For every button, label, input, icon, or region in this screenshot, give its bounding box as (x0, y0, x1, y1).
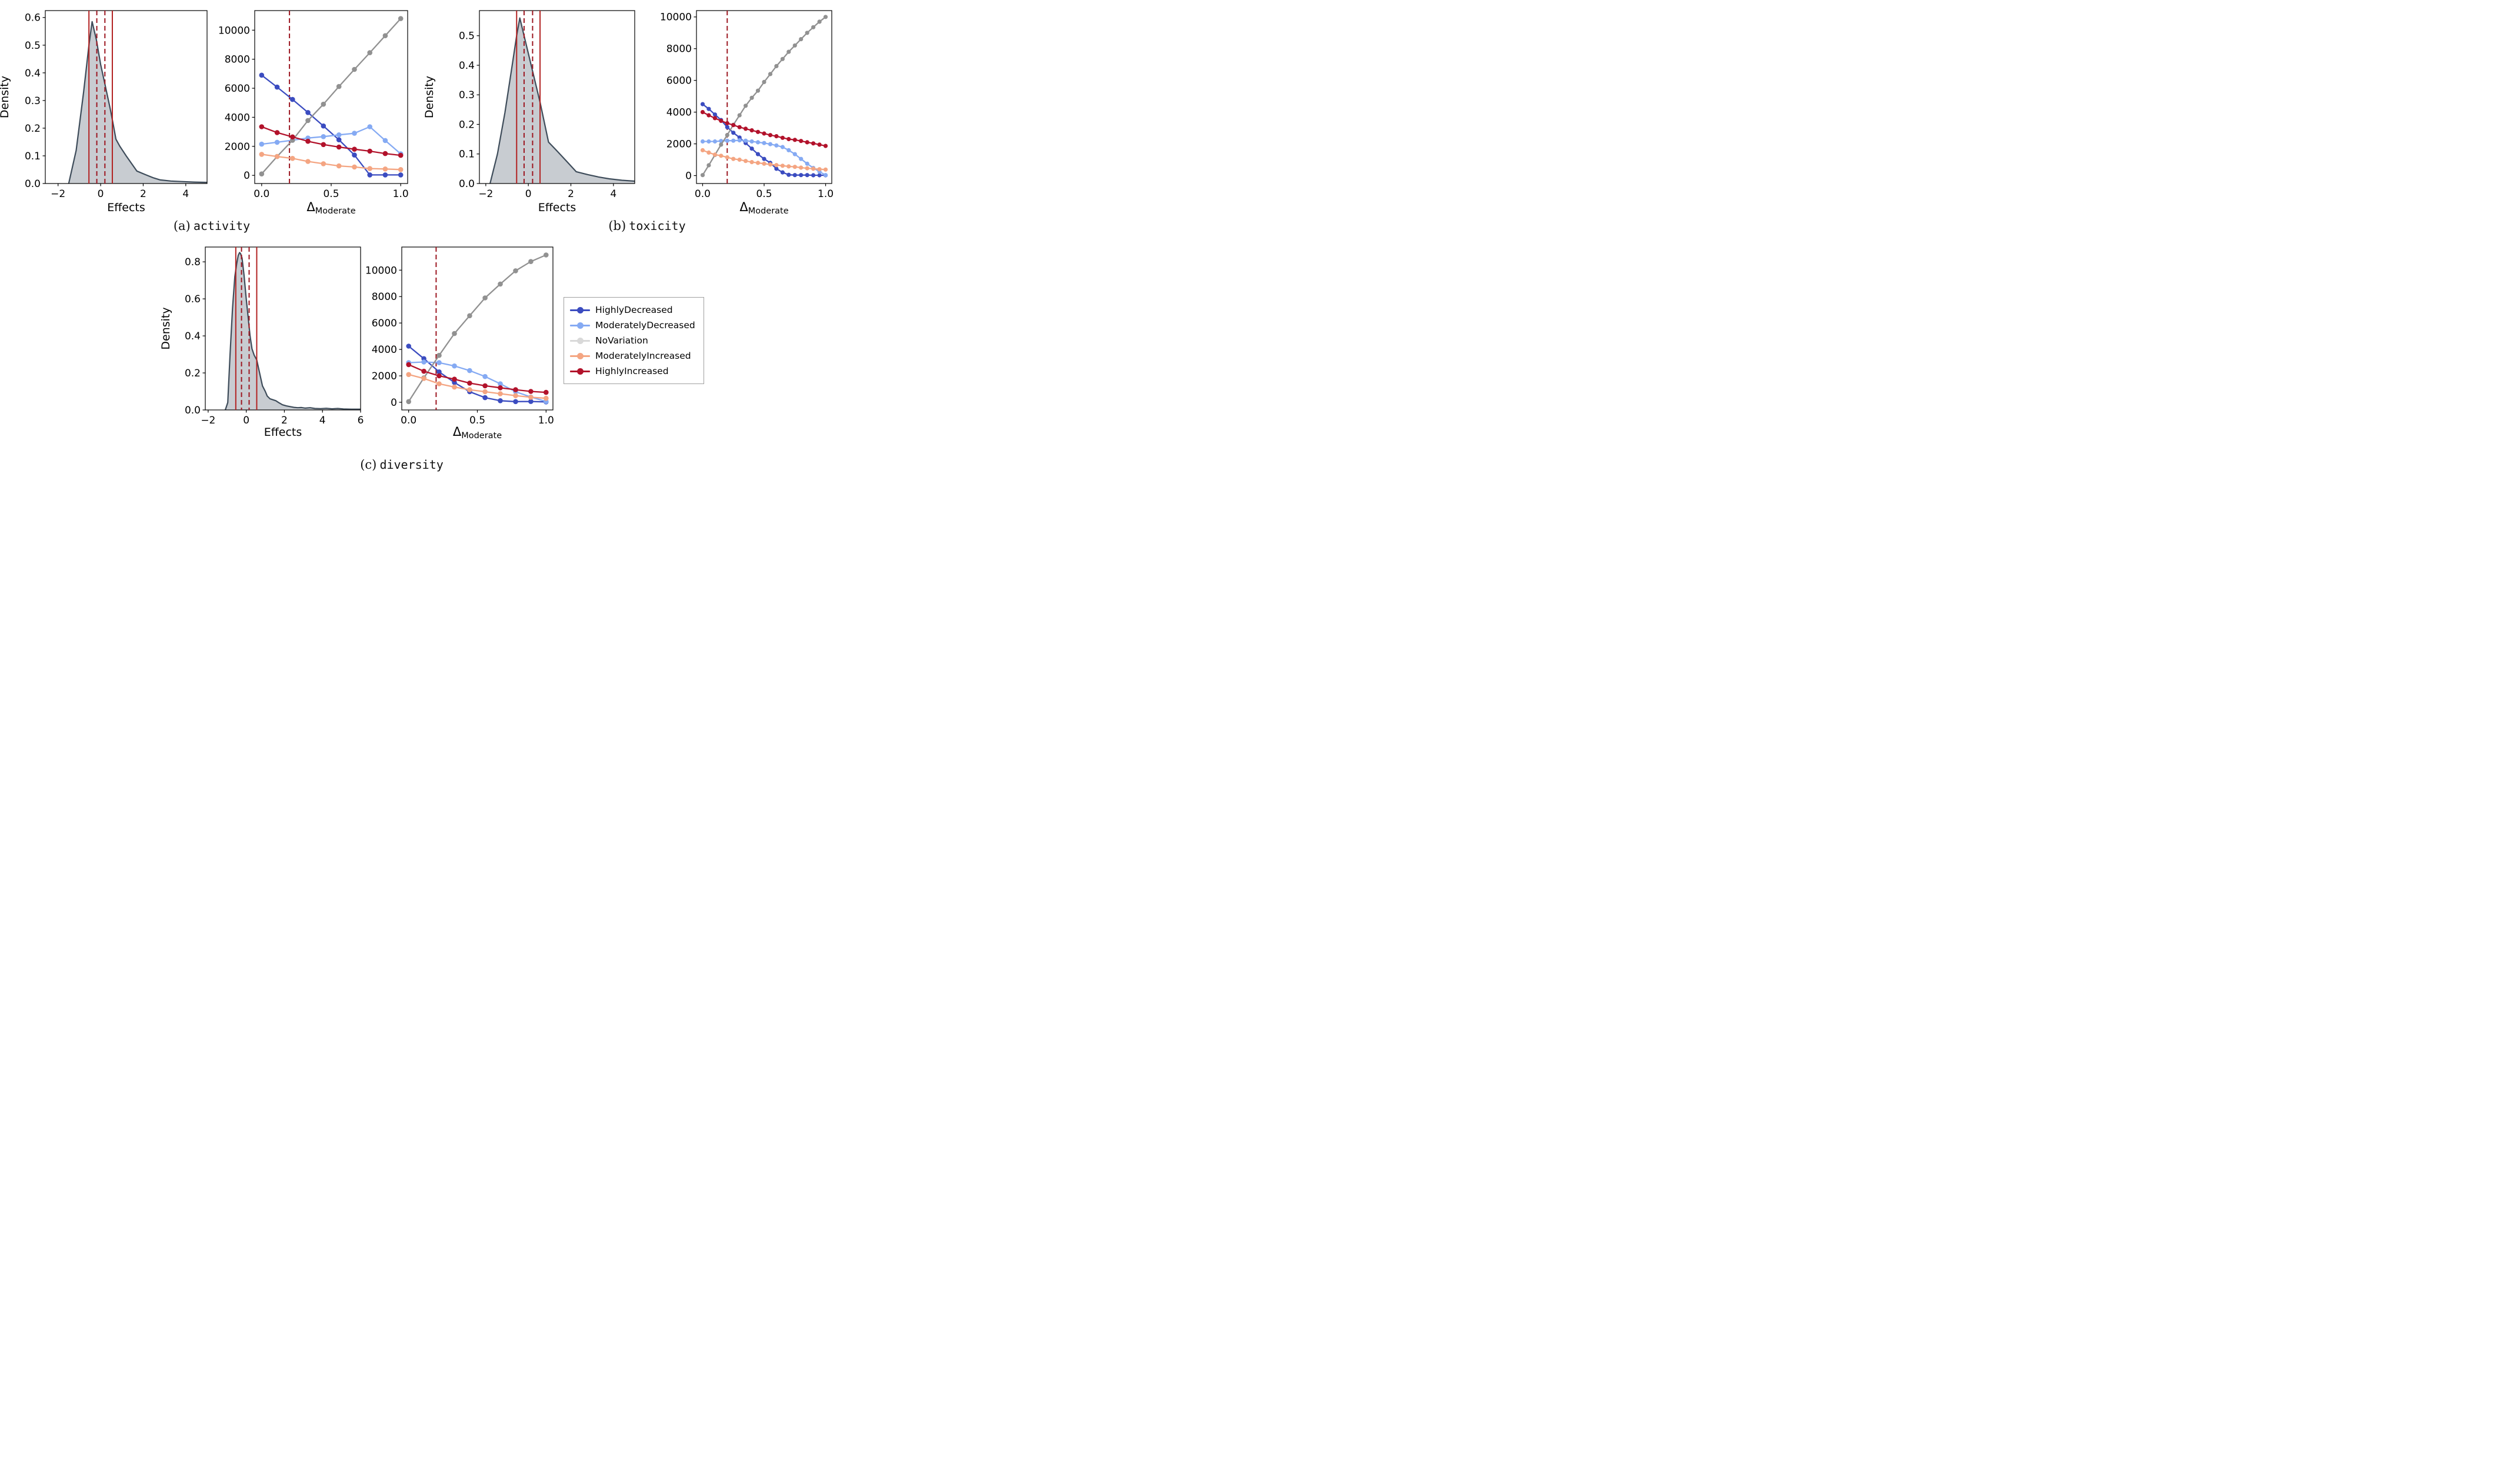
chart-activity-density: −2 0 2 4 0.0 0.1 0.2 0.3 0.4 0.5 0.6 Effects Density (0, 10, 208, 214)
svg-text:0.5: 0.5 (469, 415, 485, 426)
svg-text:0.1: 0.1 (459, 149, 475, 161)
caption-label: toxicity (629, 219, 686, 233)
svg-text:1.0: 1.0 (818, 188, 834, 200)
caption-prefix: (c) (360, 458, 377, 472)
legend-label: HighlyIncreased (595, 366, 669, 376)
svg-text:0.5: 0.5 (323, 188, 339, 200)
svg-text:0.0: 0.0 (185, 405, 201, 416)
svg-text:2: 2 (568, 188, 574, 200)
svg-text:Effects: Effects (264, 426, 302, 439)
svg-text:4: 4 (610, 188, 616, 200)
svg-text:0.3: 0.3 (25, 95, 41, 107)
chart-diversity-density: −2 0 2 4 6 0.0 0.2 0.4 0.6 0.8 Effects Density (160, 246, 364, 439)
legend-item: ModeratelyDecreased (570, 318, 695, 333)
caption-prefix: (b) (608, 219, 626, 233)
svg-text:2: 2 (140, 188, 146, 200)
figure-canvas: −2 0 2 4 0.0 0.1 0.2 0.3 0.4 0.5 0.6 Effects Density… (0, 0, 840, 487)
svg-text:0.8: 0.8 (185, 256, 201, 268)
svg-text:0: 0 (98, 188, 104, 200)
legend: HighlyDecreased ModeratelyDecreased NoVa… (564, 297, 704, 384)
legend-label: NoVariation (595, 335, 648, 346)
svg-text:−2: −2 (478, 188, 493, 200)
svg-text:8000: 8000 (372, 291, 397, 303)
svg-text:10000: 10000 (218, 25, 250, 36)
svg-text:0.0: 0.0 (25, 178, 41, 190)
chart-activity-counts: 0.0 0.5 1.0 0 2000 4000 6000 8000 10000 ΔModerate (218, 10, 409, 216)
svg-text:ΔModerate: ΔModerate (453, 425, 502, 441)
line-marker-icon (570, 337, 590, 344)
svg-text:0.5: 0.5 (459, 31, 475, 42)
legend-label: HighlyDecreased (595, 305, 673, 315)
svg-text:0.1: 0.1 (25, 151, 41, 162)
chart-toxicity-density: −2 0 2 4 0.0 0.1 0.2 0.3 0.4 0.5 Effects Density (424, 10, 635, 214)
caption-prefix: (a) (173, 219, 191, 233)
svg-text:ΔModerate: ΔModerate (739, 200, 788, 216)
svg-text:0: 0 (244, 170, 250, 182)
panel-caption-b: (b) toxicity (482, 219, 812, 233)
svg-text:6000: 6000 (666, 75, 692, 87)
svg-text:8000: 8000 (225, 54, 250, 66)
svg-text:8000: 8000 (666, 44, 692, 55)
svg-text:4: 4 (182, 188, 189, 200)
svg-text:0: 0 (525, 188, 532, 200)
legend-item: HighlyIncreased (570, 363, 695, 379)
svg-text:4000: 4000 (666, 107, 692, 119)
svg-text:0.2: 0.2 (185, 368, 201, 379)
svg-text:0.0: 0.0 (459, 178, 475, 190)
svg-text:0.3: 0.3 (459, 89, 475, 101)
svg-text:0.0: 0.0 (695, 188, 711, 200)
svg-text:2: 2 (281, 415, 288, 426)
svg-text:0.4: 0.4 (459, 60, 475, 72)
svg-text:Effects: Effects (107, 201, 145, 214)
line-marker-icon (570, 322, 590, 329)
legend-item: NoVariation (570, 333, 695, 348)
svg-text:0.5: 0.5 (756, 188, 772, 200)
svg-text:0.4: 0.4 (25, 68, 41, 79)
svg-text:−2: −2 (201, 415, 215, 426)
svg-text:4: 4 (319, 415, 326, 426)
svg-text:ΔModerate: ΔModerate (306, 200, 355, 216)
svg-text:0.2: 0.2 (25, 123, 41, 135)
svg-text:0.5: 0.5 (25, 40, 41, 52)
chart-diversity-counts: 0.0 0.5 1.0 0 2000 4000 6000 8000 10000 ΔModerate (366, 246, 554, 441)
svg-text:4000: 4000 (372, 344, 397, 356)
svg-text:0.4: 0.4 (185, 331, 201, 342)
panel-caption-a: (a) activity (47, 219, 376, 233)
chart-toxicity-counts: 0.0 0.5 1.0 0 2000 4000 6000 8000 10000 ΔModerate (660, 10, 834, 216)
svg-text:0.6: 0.6 (25, 12, 41, 24)
svg-text:0: 0 (243, 415, 249, 426)
svg-text:0.0: 0.0 (401, 415, 416, 426)
legend-item: HighlyDecreased (570, 302, 695, 318)
svg-text:10000: 10000 (660, 12, 692, 24)
svg-text:0.2: 0.2 (459, 119, 475, 131)
svg-text:−2: −2 (51, 188, 65, 200)
svg-text:6000: 6000 (372, 318, 397, 329)
svg-text:10000: 10000 (366, 265, 397, 276)
svg-text:0: 0 (391, 397, 397, 409)
legend-item: ModeratelyIncreased (570, 348, 695, 363)
caption-label: activity (193, 219, 251, 233)
svg-text:6: 6 (358, 415, 364, 426)
line-marker-icon (570, 368, 590, 375)
svg-text:0: 0 (685, 170, 692, 182)
line-marker-icon (570, 306, 590, 313)
panel-caption-c: (c) diversity (237, 458, 566, 472)
svg-text:1.0: 1.0 (393, 188, 409, 200)
line-marker-icon (570, 352, 590, 359)
svg-text:2000: 2000 (225, 141, 250, 153)
svg-text:Density: Density (424, 76, 436, 118)
svg-text:Effects: Effects (538, 201, 576, 214)
caption-label: diversity (379, 458, 444, 472)
svg-text:1.0: 1.0 (538, 415, 554, 426)
legend-label: ModeratelyDecreased (595, 320, 695, 331)
svg-text:0.0: 0.0 (254, 188, 269, 200)
legend-label: ModeratelyIncreased (595, 351, 691, 361)
svg-text:0.6: 0.6 (185, 293, 201, 305)
svg-text:Density: Density (160, 307, 172, 349)
svg-text:6000: 6000 (225, 83, 250, 95)
svg-text:Density: Density (0, 76, 11, 118)
svg-text:4000: 4000 (225, 112, 250, 124)
svg-text:2000: 2000 (666, 139, 692, 151)
svg-text:2000: 2000 (372, 371, 397, 382)
